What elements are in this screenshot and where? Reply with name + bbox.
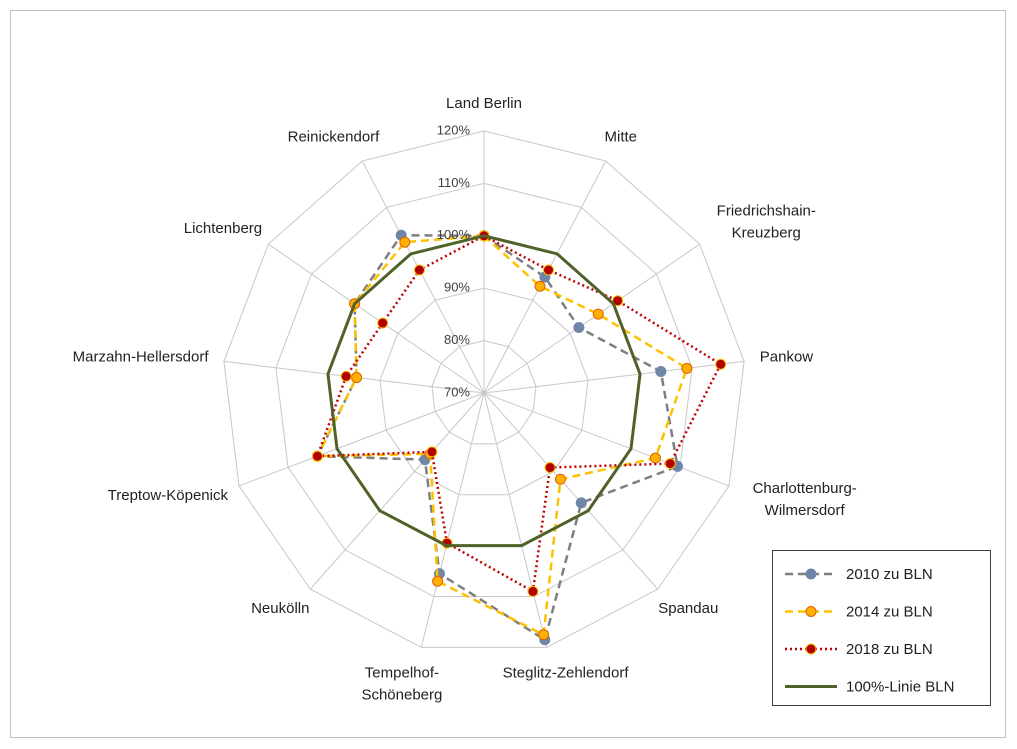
point	[544, 462, 556, 474]
grid-line	[223, 130, 745, 648]
series-line	[315, 233, 679, 642]
series-line	[326, 234, 642, 548]
grid-line	[431, 340, 537, 445]
legend-label: 2014 zu BLN	[846, 603, 933, 620]
legend-marker	[805, 643, 817, 655]
category-label: Charlottenburg-Wilmersdorf	[752, 479, 857, 519]
category-label: Lichtenberg	[183, 219, 263, 237]
point	[399, 236, 411, 248]
point	[715, 358, 727, 370]
series-line	[315, 234, 723, 594]
spoke	[268, 243, 485, 394]
point	[538, 629, 550, 641]
point	[573, 322, 585, 334]
r-tick-label: 100%	[437, 227, 471, 242]
point	[543, 264, 555, 276]
point	[340, 370, 352, 382]
spoke	[483, 243, 700, 394]
r-tick-label: 110%	[438, 175, 471, 190]
category-label: Neukölln	[251, 600, 310, 618]
point	[554, 473, 566, 485]
category-label: Steglitz-Zehlendorf	[502, 664, 629, 682]
legend-label: 100%-Linie BLN	[846, 678, 954, 695]
point	[527, 585, 539, 597]
point	[426, 446, 438, 458]
legend-label: 2010 zu BLN	[846, 566, 933, 583]
point	[681, 362, 693, 374]
spoke	[420, 392, 485, 648]
category-label: Pankow	[759, 349, 814, 367]
point	[612, 295, 624, 307]
r-tick-label: 80%	[444, 332, 470, 347]
spoke	[361, 160, 485, 394]
point	[377, 317, 389, 329]
category-label: Tempelhof-Schöneberg	[361, 664, 443, 704]
point	[664, 458, 676, 470]
spoke	[238, 392, 485, 487]
spoke	[483, 392, 659, 590]
r-tick-label: 120%	[437, 122, 471, 137]
grid-line	[275, 182, 693, 598]
category-label: Friedrichshain-Kreuzberg	[716, 202, 816, 242]
point	[351, 372, 363, 384]
r-tick-label: 90%	[444, 280, 470, 295]
point	[592, 308, 604, 320]
category-label: Reinickendorf	[287, 128, 380, 146]
point	[655, 366, 667, 378]
legend-label: 2018 zu BLN	[846, 641, 933, 658]
spoke	[309, 392, 485, 590]
series-line	[315, 234, 689, 637]
category-label: Treptow-Köpenick	[107, 486, 228, 504]
spoke	[483, 392, 730, 487]
point	[649, 452, 661, 464]
r-tick-label: 70%	[444, 384, 470, 399]
grid-line	[379, 287, 589, 496]
category-label: Mitte	[604, 128, 638, 146]
legend-marker	[805, 606, 817, 617]
spoke	[483, 360, 745, 394]
point	[311, 450, 323, 462]
point	[432, 575, 444, 587]
category-label: Spandau	[658, 600, 719, 618]
point	[413, 264, 425, 276]
category-label: Marzahn-Hellersdorf	[72, 349, 209, 367]
spoke	[483, 392, 548, 648]
category-label: Land Berlin	[446, 95, 522, 112]
point	[575, 497, 587, 509]
legend-marker	[805, 568, 817, 580]
point	[534, 280, 546, 292]
